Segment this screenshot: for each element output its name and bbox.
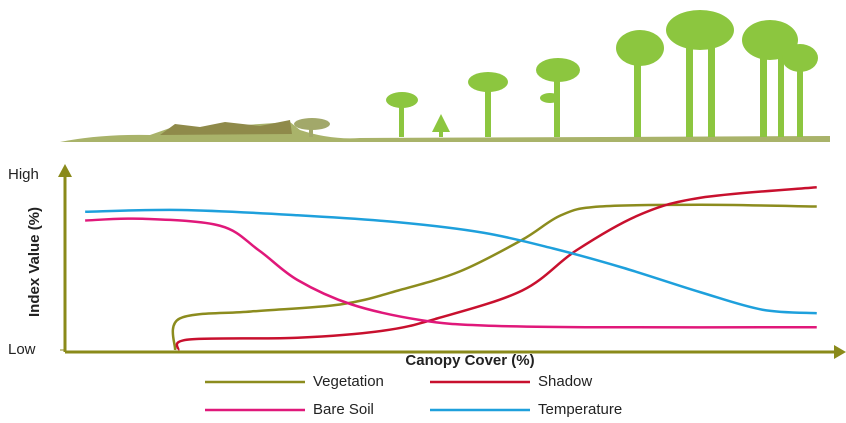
x-axis-title: Canopy Cover (%) xyxy=(405,352,534,369)
legend-label: Temperature xyxy=(538,401,622,418)
legend-label: Shadow xyxy=(538,373,592,390)
series-line xyxy=(175,186,817,351)
forest-illustration xyxy=(60,10,830,142)
legend-label: Bare Soil xyxy=(313,401,374,418)
y-axis-title: Index Value (%) xyxy=(26,207,43,317)
axes xyxy=(58,164,846,359)
series-line xyxy=(171,203,817,351)
series-line xyxy=(85,217,817,329)
y-tick-label: Low xyxy=(8,341,36,358)
y-tick-label: High xyxy=(8,166,39,183)
legend-label: Vegetation xyxy=(313,373,384,390)
series-line xyxy=(85,208,817,315)
